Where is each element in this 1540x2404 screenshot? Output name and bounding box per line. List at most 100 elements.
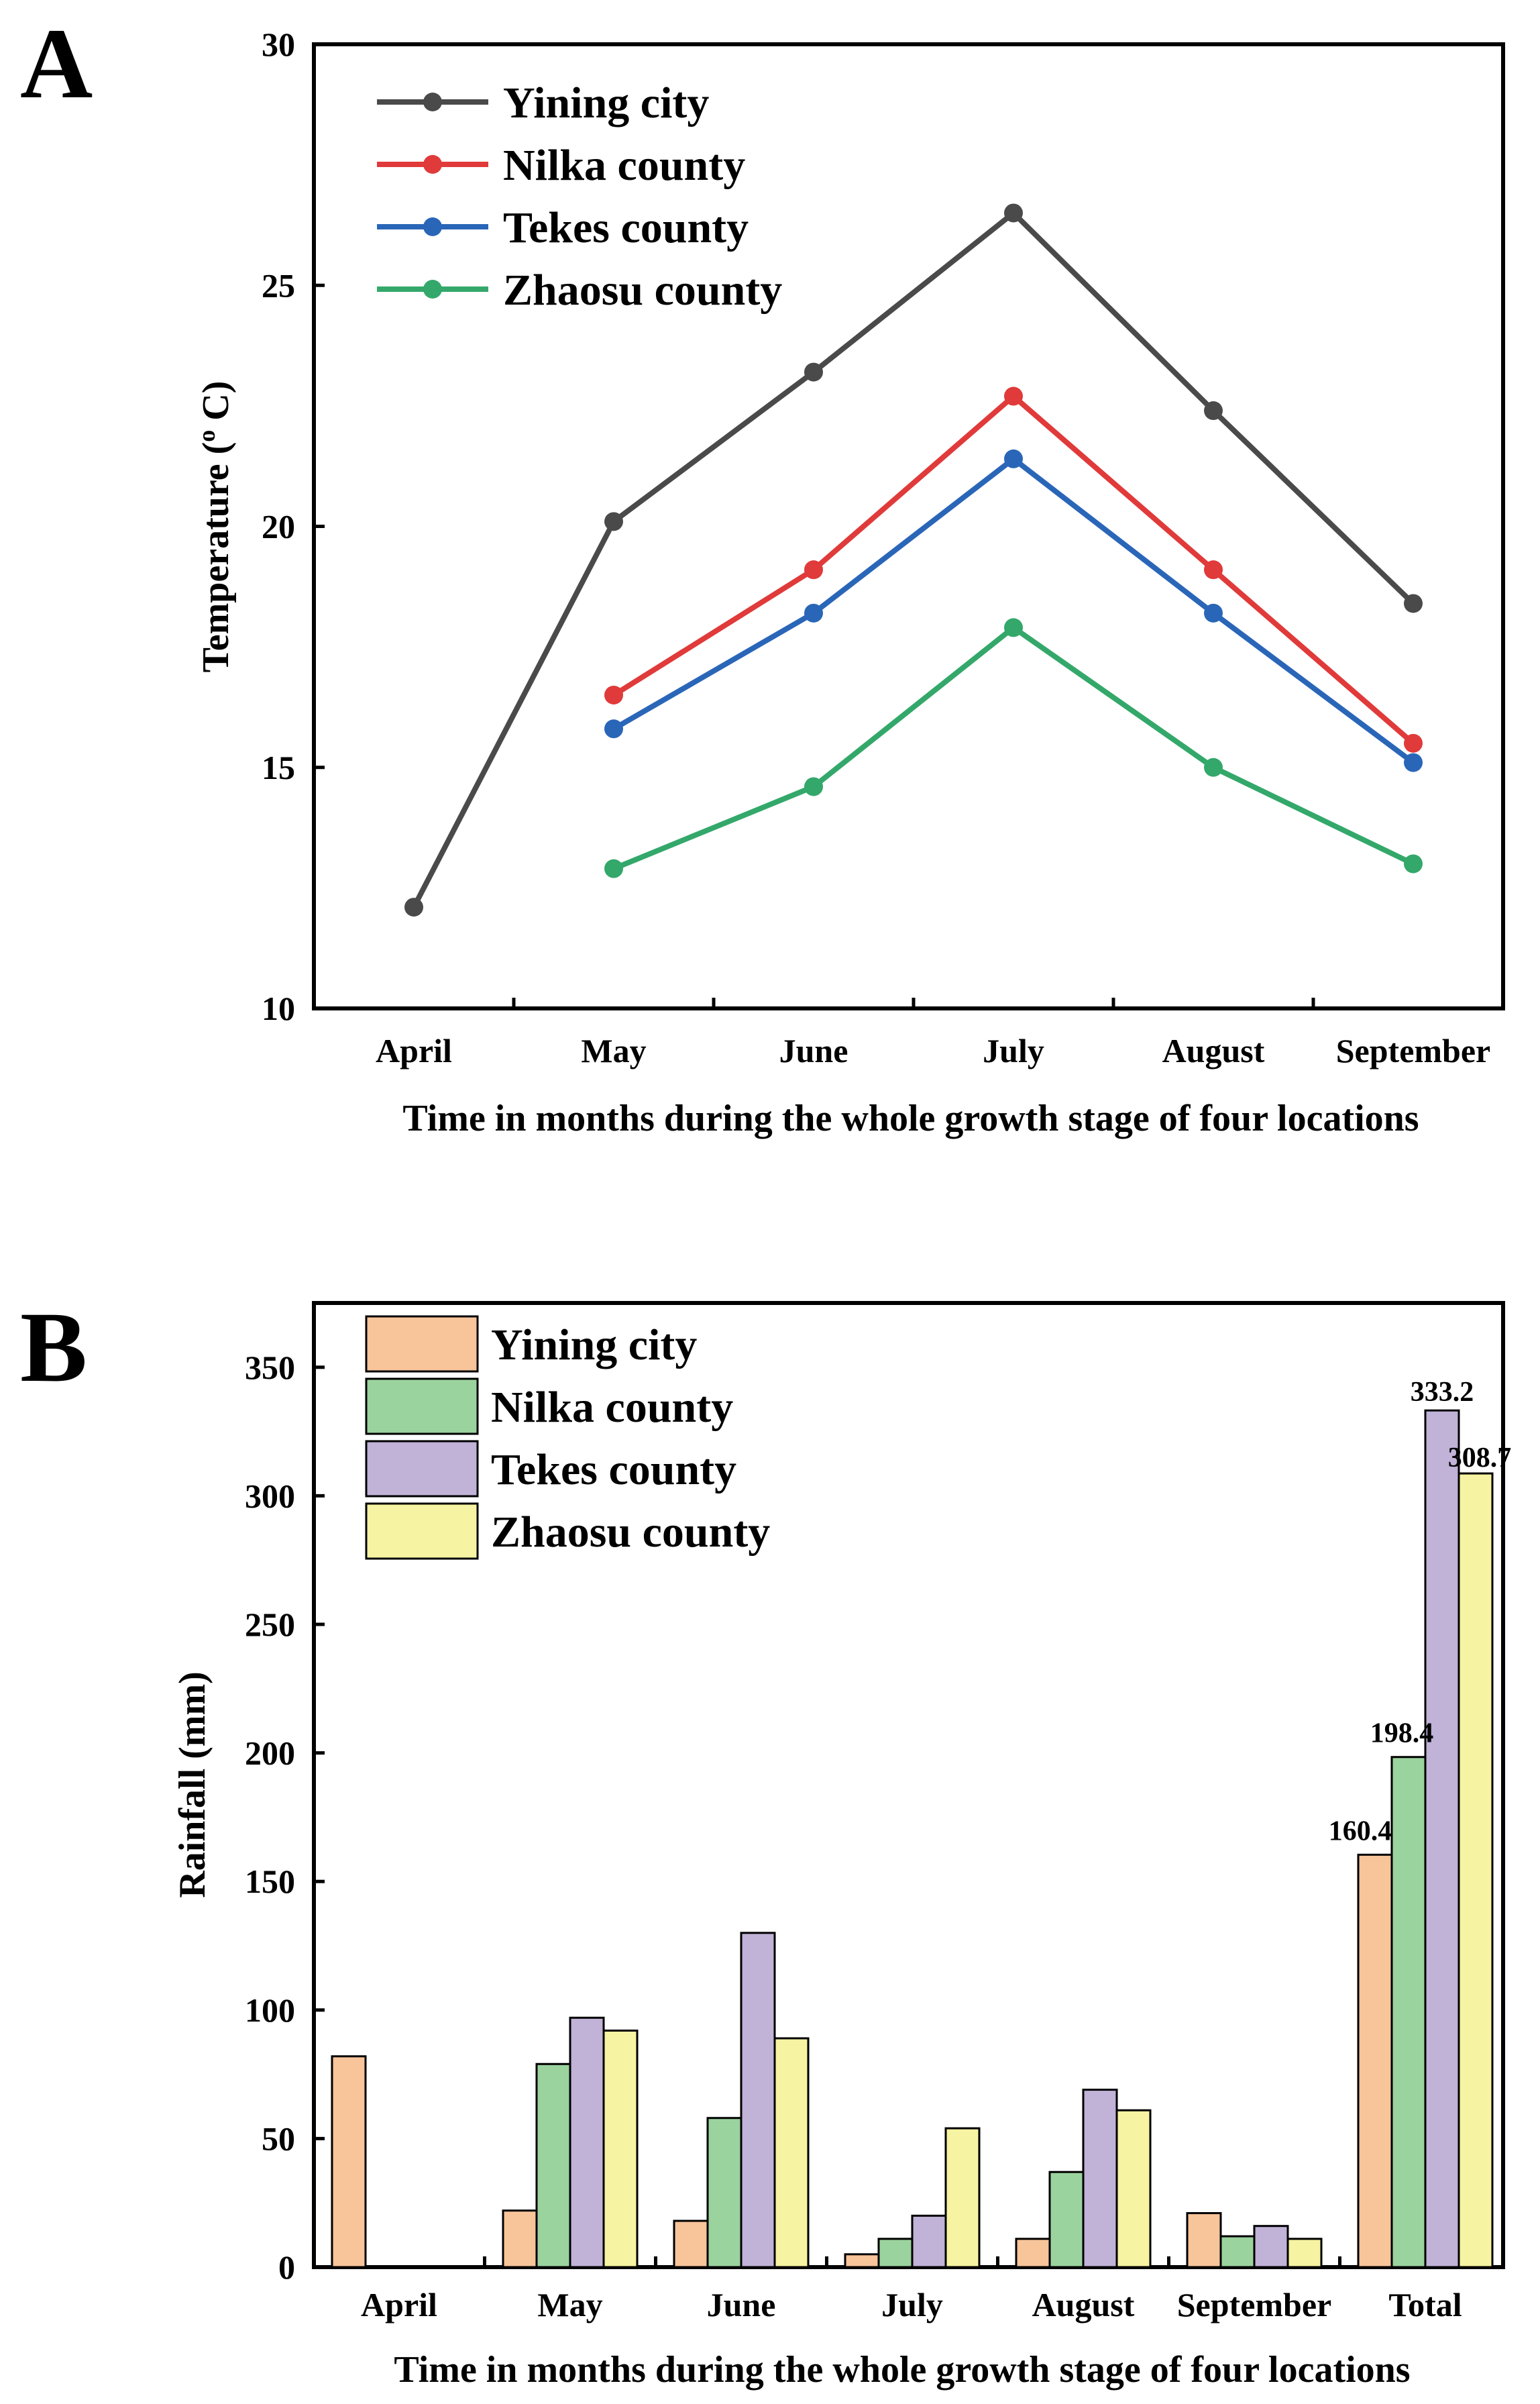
panel-b-rainfall-chart: B 0 50 100 150 200 250 300 350 April May June July… xyxy=(20,1292,1511,2391)
panel-b-y-tick-label: 350 xyxy=(245,1349,295,1386)
panel-a-point-zhaosu-county-may xyxy=(604,859,623,878)
panel-b-legend-swatch-tekes-county xyxy=(365,1440,479,1498)
panel-a-point-yining-city-july xyxy=(1004,203,1023,223)
panel-b-bar-yining-city-september xyxy=(1186,2212,1222,2268)
panel-a-x-tick-label-july: July xyxy=(983,1032,1044,1069)
panel-a-y-ticks: 10 15 20 25 30 xyxy=(262,25,325,1027)
panel-b-bar-zhaosu-county-may xyxy=(602,2029,639,2268)
panel-a-y-axis-title: Temperature (o C) xyxy=(193,381,237,673)
panel-b-bar-nilka-county-may xyxy=(535,2062,571,2268)
panel-b-x-tick-label-july: July xyxy=(881,2286,943,2323)
panel-a-point-tekes-county-july xyxy=(1004,449,1023,468)
panel-b-x-tick-label-total: Total xyxy=(1388,2286,1462,2323)
panel-b-x-tick-label-august: August xyxy=(1032,2286,1135,2323)
panel-b-bar-yining-city-total xyxy=(1357,1853,1393,2268)
panel-b-total-label-zhaosu-county: 308.7 xyxy=(1448,1443,1512,1473)
panel-a-line-zhaosu-county xyxy=(612,625,1415,872)
panel-b-legend-label-tekes-county: Tekes county xyxy=(491,1445,736,1494)
panel-a-letter: A xyxy=(20,8,93,119)
panel-b-y-tick-label: 0 xyxy=(278,2248,295,2286)
panel-a-legend-label-tekes-county: Tekes county xyxy=(503,203,749,252)
panel-b-bar-tekes-county-total xyxy=(1424,1409,1460,2268)
panel-b-bar-zhaosu-county-august xyxy=(1115,2109,1152,2268)
panel-b-y-tick-label: 50 xyxy=(262,2120,295,2157)
panel-b-bar-nilka-county-july xyxy=(877,2238,914,2268)
panel-a-point-zhaosu-county-september xyxy=(1404,854,1423,874)
panel-b-y-tick-label: 300 xyxy=(245,1477,295,1514)
panel-a-line-yining-city xyxy=(411,210,1415,908)
panel-b-legend-swatch-zhaosu-county xyxy=(365,1502,479,1560)
panel-b-legend-label-zhaosu-county: Zhaosu county xyxy=(491,1508,770,1557)
panel-b-bar-yining-city-may xyxy=(502,2209,538,2268)
panel-b-y-tick-label: 150 xyxy=(245,1863,295,1900)
panel-a-point-zhaosu-county-july xyxy=(1004,618,1023,637)
panel-b-bar-tekes-county-may xyxy=(569,2016,605,2268)
panel-b-bar-nilka-county-june xyxy=(706,2117,742,2268)
panel-b-bar-yining-city-june xyxy=(673,2219,709,2268)
panel-a-point-tekes-county-august xyxy=(1204,603,1223,623)
panel-a-point-nilka-county-september xyxy=(1404,733,1423,753)
panel-a-y-tick-label: 30 xyxy=(262,25,295,63)
panel-b-bar-nilka-county-total xyxy=(1390,1756,1427,2268)
panel-a-point-nilka-county-may xyxy=(604,685,623,704)
panel-a-point-zhaosu-county-june xyxy=(804,777,823,796)
panel-b-total-label-nilka-county: 198.4 xyxy=(1370,1718,1434,1749)
panel-a-x-ticks: April May June July August September xyxy=(376,998,1490,1069)
panel-a-x-tick-label-august: August xyxy=(1162,1032,1265,1069)
panel-a-point-tekes-county-june xyxy=(804,603,823,623)
panel-b-bar-zhaosu-county-september xyxy=(1286,2238,1323,2268)
panel-b-letter: B xyxy=(20,1292,87,1403)
panel-a-y-axis-title-superscript: o xyxy=(193,430,220,442)
panel-b-x-tick-label-june: June xyxy=(707,2286,776,2323)
panel-b-x-tick-label-may: May xyxy=(537,2286,602,2323)
panel-b-y-ticks: 0 50 100 150 200 250 300 350 xyxy=(245,1349,325,2286)
panel-a-x-tick-label-june: June xyxy=(779,1032,848,1069)
panel-a-legend-marker-tekes-county xyxy=(423,217,442,236)
panel-a-temperature-chart: A 10 15 20 25 30 April May June July August Septe… xyxy=(20,8,1505,1139)
panel-a-y-axis-title-end: C) xyxy=(195,381,237,430)
panel-b-y-tick-label: 100 xyxy=(245,1991,295,2029)
panel-b-bar-yining-city-august xyxy=(1015,2238,1051,2268)
panel-b-x-tick-label-september: September xyxy=(1177,2286,1332,2323)
panel-a-series-lines xyxy=(404,203,1423,917)
panel-b-bar-yining-city-july xyxy=(844,2253,880,2268)
panel-a-point-yining-city-june xyxy=(804,362,823,382)
panel-b-x-ticks: April May June July August September Total xyxy=(361,2256,1462,2323)
panel-b-bar-zhaosu-county-july xyxy=(944,2127,981,2268)
panel-a-point-yining-city-august xyxy=(1204,401,1223,421)
panel-a-point-tekes-county-may xyxy=(604,719,623,739)
panel-b-bars xyxy=(331,1409,1494,2268)
panel-a-point-zhaosu-county-august xyxy=(1204,757,1223,777)
panel-a-y-tick-label: 10 xyxy=(262,990,295,1027)
panel-a-x-axis-title: Time in months during the whole growth s… xyxy=(402,1098,1419,1139)
panel-a-plot-frame xyxy=(312,42,1505,1010)
panel-a-y-axis-title-start: Temperature ( xyxy=(195,442,237,673)
panel-b-bar-nilka-county-august xyxy=(1048,2171,1085,2268)
panel-b-y-tick-label: 200 xyxy=(245,1734,295,1772)
panel-b-y-axis-title: Rainfall (mm) xyxy=(172,1671,213,1898)
panel-a-legend-marker-nilka-county xyxy=(423,155,442,174)
panel-a-x-tick-label-may: May xyxy=(581,1032,646,1069)
panel-b-total-label-tekes-county: 333.2 xyxy=(1411,1377,1474,1408)
panel-a-legend-label-zhaosu-county: Zhaosu county xyxy=(503,266,782,315)
panel-a-x-tick-label-april: April xyxy=(376,1032,452,1069)
panel-b-total-label-yining-city: 160.4 xyxy=(1329,1816,1392,1846)
panel-b-bar-nilka-county-september xyxy=(1219,2235,1256,2268)
panel-b-legend-swatch-yining-city xyxy=(365,1315,479,1373)
panel-b-y-tick-label: 250 xyxy=(245,1606,295,1643)
panel-b-bar-zhaosu-county-june xyxy=(773,2037,810,2268)
panel-a-legend-label-nilka-county: Nilka county xyxy=(503,141,745,190)
panel-b-bar-tekes-county-june xyxy=(740,1932,776,2268)
panel-a-point-tekes-county-september xyxy=(1404,753,1423,772)
panel-b-legend: Yining city Nilka county Tekes county Zhaos… xyxy=(365,1315,770,1560)
panel-b-x-axis-title: Time in months during the whole growth s… xyxy=(394,2349,1410,2391)
panel-b-legend-label-nilka-county: Nilka county xyxy=(491,1383,733,1432)
panel-a-legend: Yining city Nilka county Tekes county Zhaos… xyxy=(377,79,782,315)
panel-a-point-nilka-county-july xyxy=(1004,386,1023,406)
panel-b-legend-label-yining-city: Yining city xyxy=(491,1320,697,1369)
panel-a-point-yining-city-september xyxy=(1404,594,1423,613)
panel-a-point-yining-city-april xyxy=(404,898,423,917)
panel-a-line-nilka-county xyxy=(612,393,1415,745)
panel-b-bar-yining-city-april xyxy=(331,2055,367,2268)
